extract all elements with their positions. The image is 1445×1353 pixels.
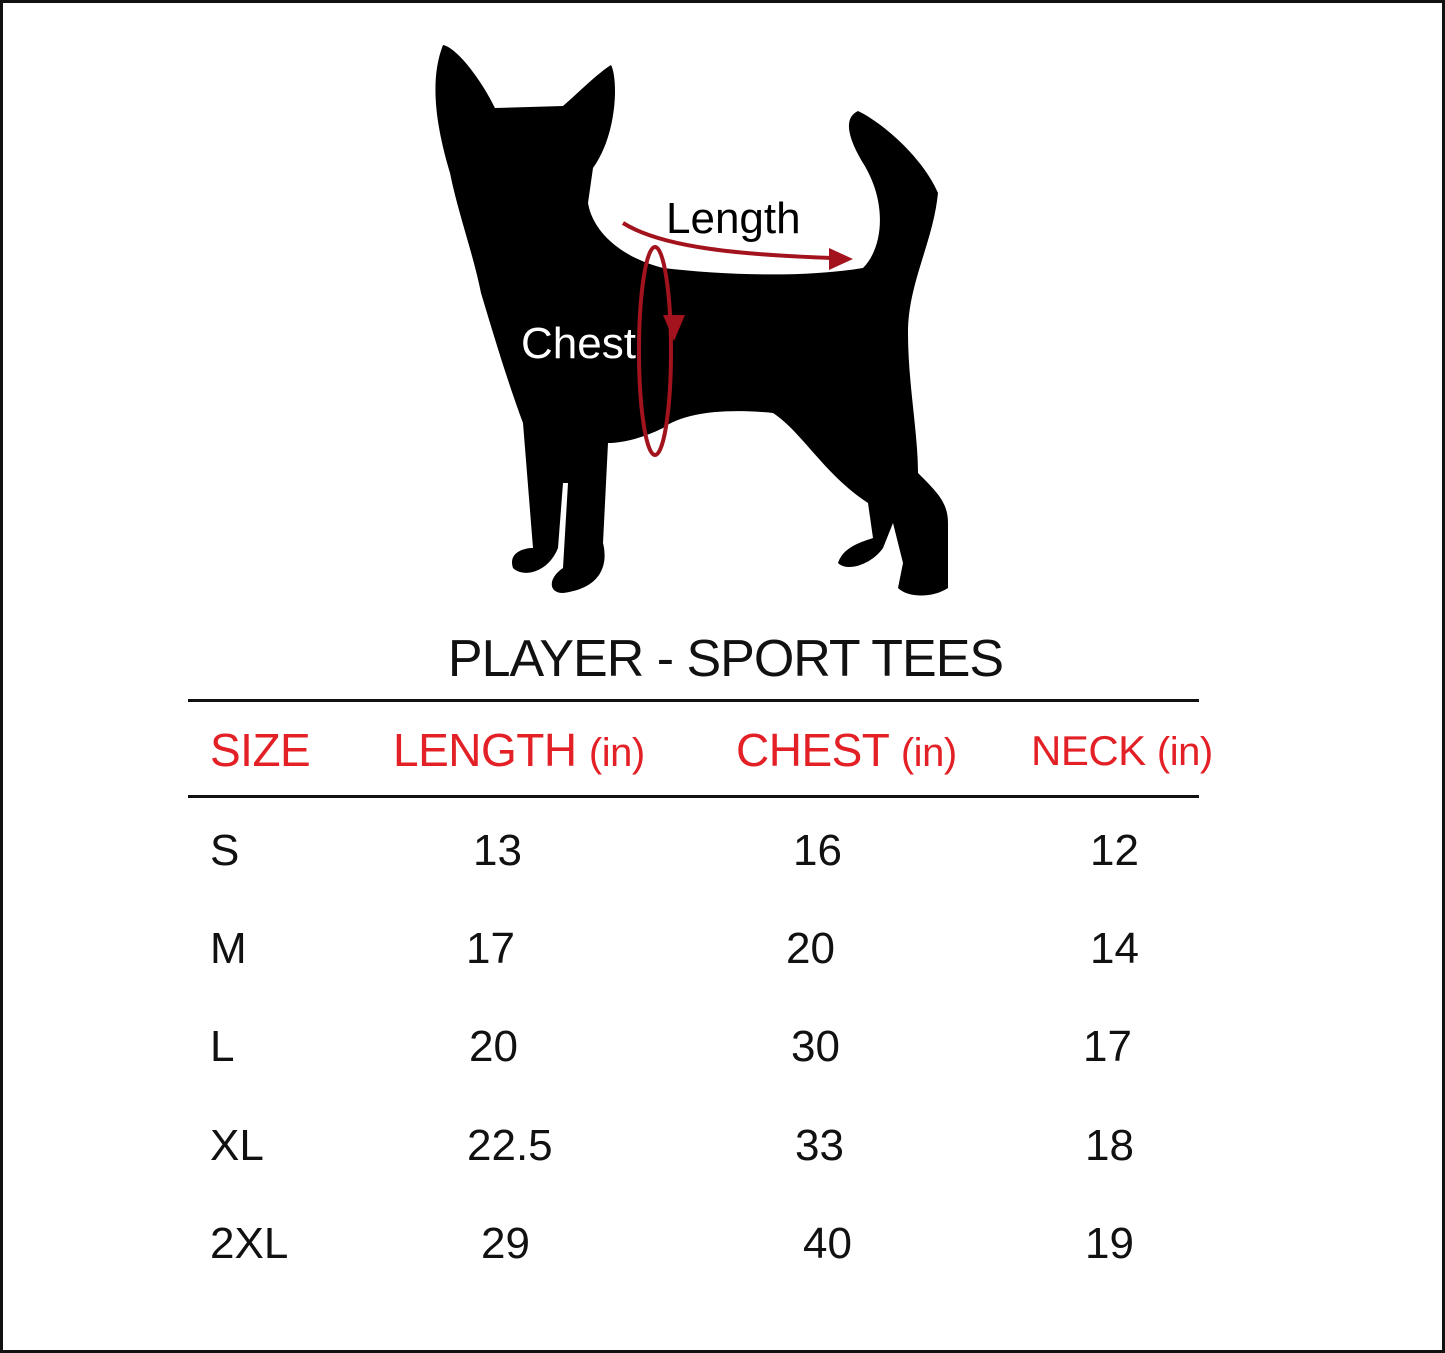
cell-length: 22.5: [467, 1121, 553, 1170]
cell-neck: 18: [1085, 1121, 1134, 1170]
header-neck: NECK (in): [1031, 727, 1213, 774]
header-bottom-divider: [188, 795, 1199, 798]
cell-chest: 40: [803, 1219, 852, 1268]
chart-title: PLAYER - SPORT TEES: [447, 630, 1004, 688]
chest-arrowhead: [663, 315, 685, 341]
length-arrow: [621, 221, 834, 260]
length-label: Length: [666, 194, 801, 243]
cell-neck: 12: [1090, 826, 1139, 875]
cell-size: S: [210, 826, 240, 875]
cell-chest: 20: [786, 924, 835, 973]
chest-label: Chest: [521, 319, 636, 368]
cell-neck: 19: [1085, 1219, 1134, 1268]
dog-silhouette: [435, 45, 948, 596]
cell-chest: 33: [795, 1121, 844, 1170]
cell-size: M: [210, 924, 247, 973]
cell-chest: 30: [791, 1022, 840, 1071]
cell-neck: 14: [1090, 924, 1139, 973]
cell-neck: 17: [1083, 1022, 1132, 1071]
cell-length: 17: [466, 924, 515, 973]
cell-length: 29: [481, 1219, 530, 1268]
cell-length: 13: [473, 826, 522, 875]
header-chest: CHEST (in): [736, 724, 957, 776]
header-size: SIZE: [210, 724, 311, 776]
cell-length: 20: [469, 1022, 518, 1071]
cell-size: 2XL: [210, 1219, 289, 1268]
cell-size: XL: [210, 1121, 264, 1170]
header-top-divider: [188, 699, 1199, 702]
cell-chest: 16: [793, 826, 842, 875]
dog-measurement-illustration: Length Chest: [435, 45, 948, 596]
header-length: LENGTH (in): [393, 724, 645, 776]
cell-size: L: [210, 1022, 235, 1071]
length-arrowhead: [829, 248, 853, 270]
chest-loop: [637, 245, 673, 457]
